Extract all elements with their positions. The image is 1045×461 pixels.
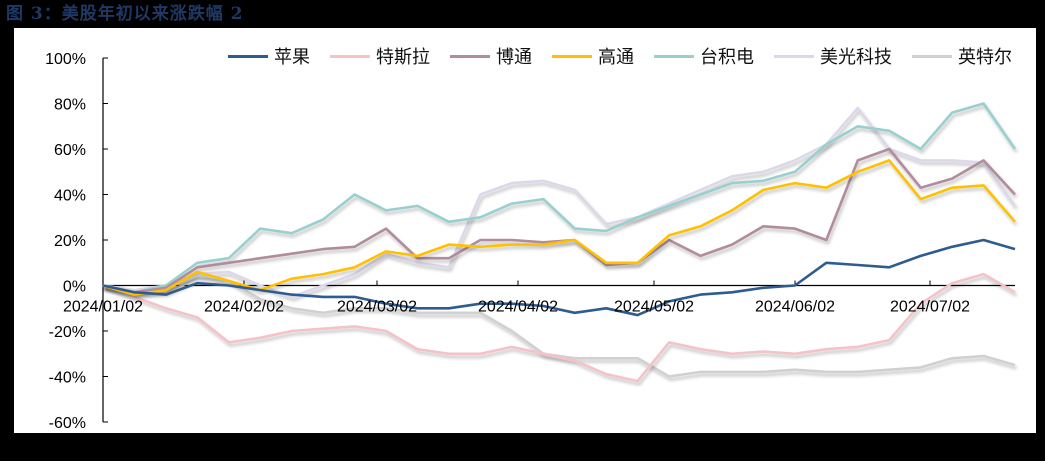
legend-item: 高通 bbox=[552, 43, 634, 69]
series-line bbox=[102, 272, 1016, 383]
series-line bbox=[102, 106, 1017, 299]
legend-line-swatch bbox=[330, 54, 370, 58]
y-tick-label: 60% bbox=[54, 142, 86, 159]
legend-item: 台积电 bbox=[654, 43, 754, 69]
x-tick-label: 2024/07/02 bbox=[890, 299, 970, 316]
legend-label: 特斯拉 bbox=[376, 47, 430, 68]
y-tick-label: 80% bbox=[54, 97, 86, 114]
series-lines bbox=[102, 102, 1017, 383]
x-tick-labels: 2024/01/02 2024/02/02 2024/03/02 2024/04/02… bbox=[63, 299, 970, 316]
legend: 苹果 特斯拉 博通 高通 台积电 美光科技 英特尔 bbox=[228, 44, 1032, 68]
legend-label: 高通 bbox=[598, 47, 634, 68]
x-tick-label: 2024/03/02 bbox=[337, 299, 417, 316]
y-axis: 100% 80% 60% 40% 20% 0% -20% -40% -60% bbox=[45, 51, 108, 432]
legend-label: 美光科技 bbox=[820, 47, 892, 68]
legend-item: 苹果 bbox=[228, 43, 310, 69]
series-line bbox=[102, 102, 1017, 294]
legend-item: 博通 bbox=[450, 43, 532, 69]
series-line bbox=[102, 147, 1016, 294]
legend-line-swatch bbox=[654, 54, 694, 58]
x-tick-label: 2024/04/02 bbox=[478, 299, 558, 316]
legend-item: 美光科技 bbox=[774, 43, 892, 69]
x-tick-label: 2024/05/02 bbox=[614, 299, 694, 316]
legend-item: 特斯拉 bbox=[330, 43, 430, 69]
series-line bbox=[102, 159, 1016, 296]
x-axis bbox=[102, 280, 1015, 287]
x-tick-label: 2024/01/02 bbox=[63, 299, 143, 316]
figure-title: 图 3：美股年初以来涨跌幅 2 bbox=[6, 4, 244, 24]
series-line bbox=[102, 238, 1016, 317]
y-tick-label: 40% bbox=[54, 188, 86, 205]
y-tick-label: -40% bbox=[49, 370, 86, 387]
legend-line-swatch bbox=[912, 54, 952, 58]
series-line bbox=[102, 277, 1016, 378]
y-tick-label: -20% bbox=[49, 324, 86, 341]
legend-label: 英特尔 bbox=[958, 47, 1012, 68]
legend-label: 博通 bbox=[496, 47, 532, 68]
legend-item: 英特尔 bbox=[912, 43, 1012, 69]
y-tick-label: 20% bbox=[54, 233, 86, 250]
y-tick-label: 100% bbox=[45, 51, 86, 68]
legend-line-swatch bbox=[552, 54, 592, 58]
y-tick-label: -60% bbox=[49, 415, 86, 432]
legend-line-swatch bbox=[774, 54, 814, 58]
x-tick-label: 2024/06/02 bbox=[755, 299, 835, 316]
legend-label: 台积电 bbox=[700, 47, 754, 68]
line-chart: 100% 80% 60% 40% 20% 0% -20% -40% -60% 2024/01/0… bbox=[45, 51, 1017, 432]
x-tick-label: 2024/02/02 bbox=[204, 299, 284, 316]
legend-line-swatch bbox=[450, 54, 490, 58]
chart-panel: 100% 80% 60% 40% 20% 0% -20% -40% -60% 2024/01/0… bbox=[14, 28, 1036, 433]
y-tick-label: 0% bbox=[63, 279, 86, 296]
legend-label: 苹果 bbox=[274, 47, 310, 68]
legend-line-swatch bbox=[228, 54, 268, 58]
